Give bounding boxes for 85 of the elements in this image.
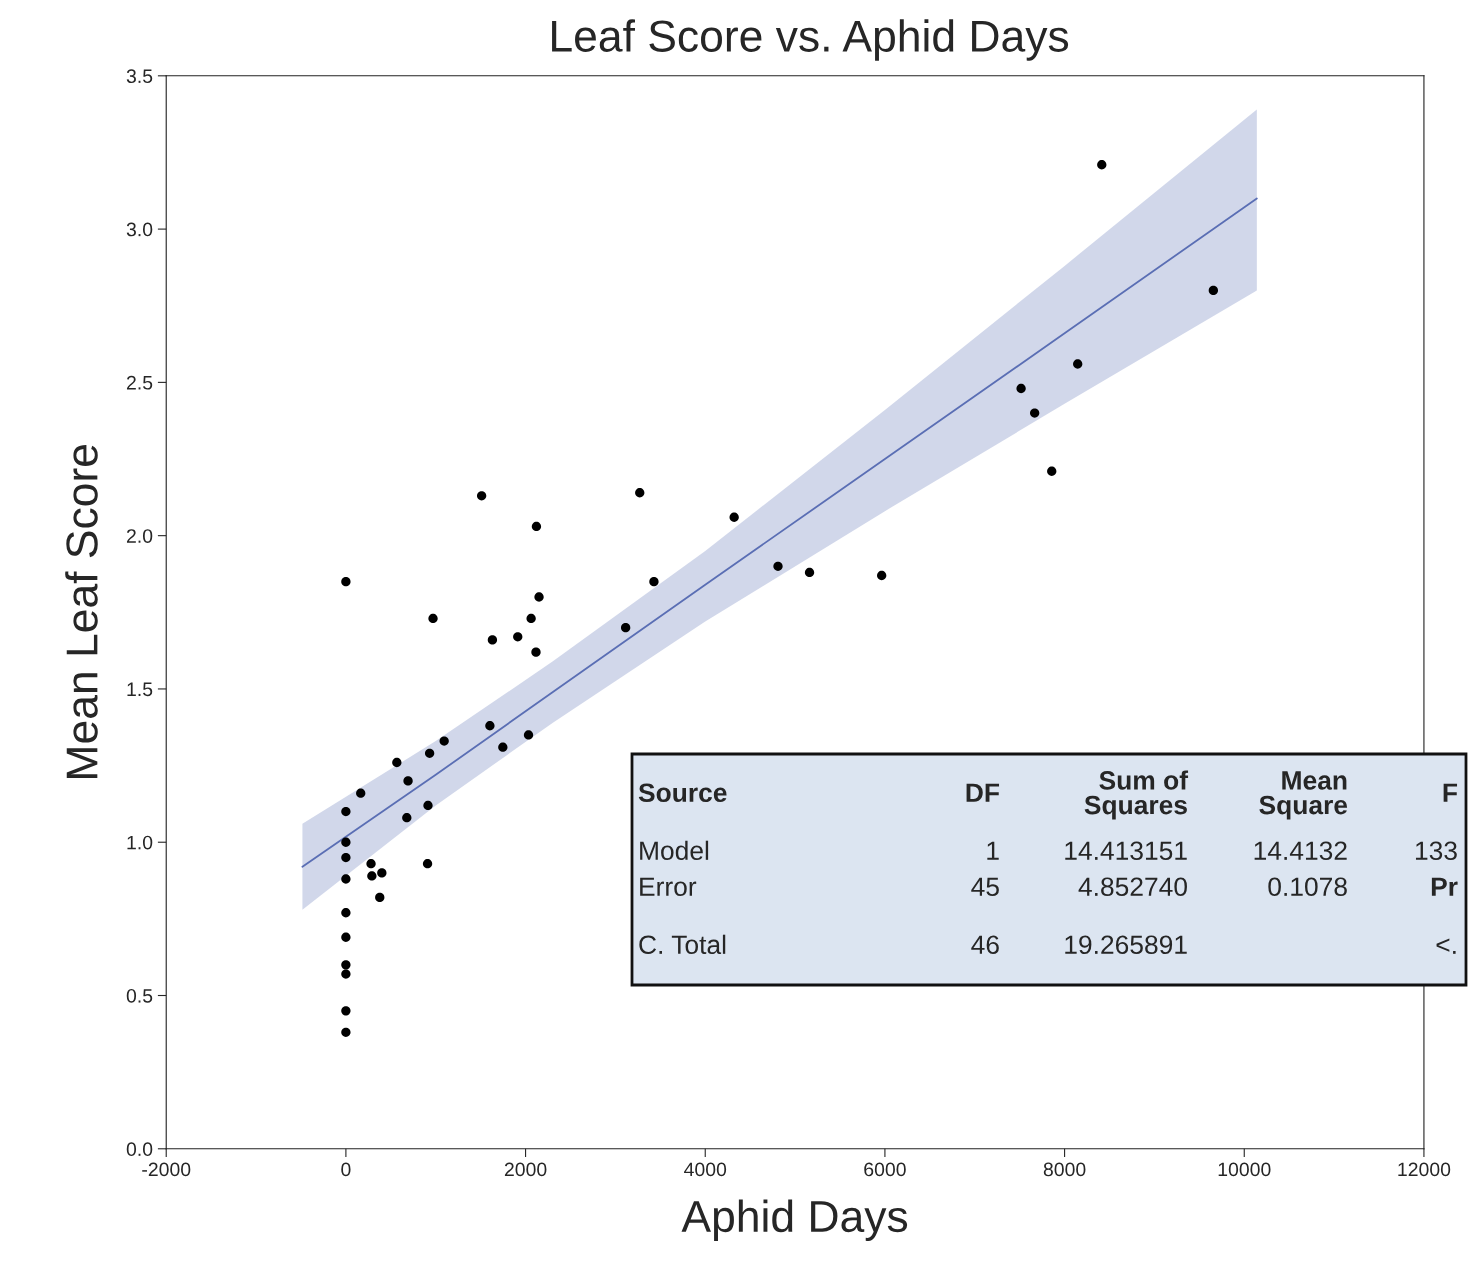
- x-tick-label: 4000: [684, 1162, 727, 1177]
- x-tick-label: 10000: [1218, 1162, 1271, 1177]
- point: [513, 632, 523, 642]
- point: [341, 576, 351, 587]
- annotation: 45: [971, 877, 999, 897]
- point: [498, 742, 508, 752]
- point: [1030, 408, 1040, 418]
- y-tick-label: 0.0: [126, 1142, 153, 1157]
- y-tick-label: 3.5: [126, 69, 153, 84]
- point: [635, 488, 645, 498]
- text: <.: [1436, 938, 1456, 954]
- point: [341, 932, 351, 942]
- point: [534, 592, 544, 602]
- y-tick-label: 2.0: [126, 529, 153, 543]
- annotation: 19.265891: [1065, 935, 1187, 955]
- annotation: C. Total: [639, 934, 726, 955]
- text: Pr: [1431, 877, 1458, 896]
- point: [1073, 359, 1083, 369]
- x-tick-label: 2000: [504, 1162, 547, 1177]
- x-tick-label: 8000: [1043, 1162, 1086, 1177]
- annotation: Source: [638, 783, 727, 803]
- text: F: [1443, 783, 1458, 802]
- point: [341, 1027, 351, 1037]
- point: [341, 969, 351, 979]
- point: [531, 521, 542, 532]
- point: [377, 868, 387, 878]
- point: [439, 736, 449, 746]
- point: [341, 960, 351, 970]
- point: [341, 852, 351, 863]
- chart-title: Leaf Score vs. Aphid Days: [552, 19, 1069, 61]
- x-tick-label: 6000: [864, 1162, 906, 1177]
- point: [341, 1006, 351, 1016]
- x-tick-label: -2000: [142, 1162, 191, 1177]
- x-tick-label: 12000: [1398, 1162, 1451, 1177]
- annotation: Model: [640, 840, 709, 861]
- y-tick-label: 2.5: [126, 375, 153, 390]
- point: [1016, 383, 1026, 394]
- x-axis-title: Aphid Days: [681, 1199, 908, 1241]
- point: [341, 874, 351, 884]
- annotation: 14.413151: [1065, 841, 1187, 861]
- point: [424, 748, 435, 758]
- point: [523, 730, 534, 740]
- annotation: DF: [966, 783, 1000, 802]
- point: [729, 512, 739, 522]
- point: [428, 613, 438, 624]
- point: [476, 491, 487, 501]
- point: [341, 837, 351, 847]
- y-axis-title: Mean Leaf Score: [65, 445, 98, 778]
- point: [804, 567, 815, 578]
- y-tick-label: 0.5: [126, 988, 153, 1003]
- point: [341, 806, 351, 817]
- annotation: 0.1078: [1268, 877, 1347, 897]
- point: [877, 570, 887, 581]
- point: [402, 813, 412, 823]
- point: [403, 776, 413, 786]
- y-tick-label: 3.0: [126, 222, 153, 237]
- y-tick-label: 1.5: [127, 682, 153, 697]
- point: [526, 613, 536, 624]
- point: [423, 800, 433, 811]
- point: [649, 576, 659, 587]
- point: [375, 892, 385, 903]
- point: [366, 859, 376, 869]
- x-tick-label: 0: [341, 1162, 351, 1177]
- point: [1097, 160, 1107, 170]
- annotation: Sum of Squares: [1084, 770, 1189, 820]
- point: [620, 622, 631, 633]
- point: [392, 757, 402, 768]
- point: [1208, 285, 1219, 296]
- point: [485, 721, 495, 731]
- point: [773, 561, 783, 571]
- annotation: 14.4132: [1254, 841, 1347, 861]
- point: [531, 647, 541, 657]
- annotation: Mean Square: [1259, 771, 1348, 820]
- point: [367, 871, 377, 881]
- point: [487, 635, 498, 645]
- point: [422, 859, 433, 869]
- annotation: Error: [640, 877, 697, 897]
- point: [341, 908, 351, 918]
- y-tick-label: 1.0: [127, 835, 153, 850]
- annotation: 4.852740: [1078, 877, 1187, 897]
- point: [1047, 466, 1057, 476]
- annotation: 1: [987, 841, 999, 860]
- point: [356, 788, 366, 798]
- annotation: 133: [1415, 841, 1457, 861]
- annotation: 46: [971, 935, 999, 955]
